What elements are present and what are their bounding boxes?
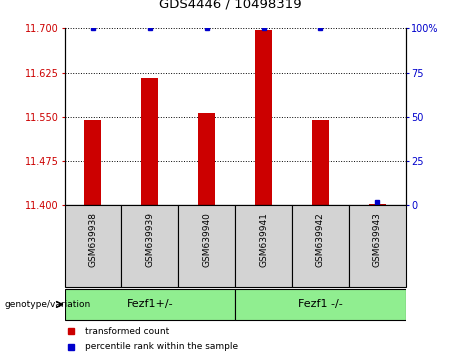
FancyBboxPatch shape bbox=[235, 205, 292, 287]
Text: GSM639940: GSM639940 bbox=[202, 212, 211, 267]
FancyBboxPatch shape bbox=[65, 289, 235, 320]
FancyBboxPatch shape bbox=[65, 205, 121, 287]
Text: transformed count: transformed count bbox=[85, 326, 169, 336]
Text: percentile rank within the sample: percentile rank within the sample bbox=[85, 342, 238, 352]
Text: Fezf1+/-: Fezf1+/- bbox=[126, 299, 173, 309]
Bar bbox=[198, 113, 215, 205]
FancyBboxPatch shape bbox=[235, 289, 406, 320]
Text: GSM639941: GSM639941 bbox=[259, 212, 268, 267]
Text: GSM639943: GSM639943 bbox=[373, 212, 382, 267]
Bar bbox=[369, 204, 386, 205]
FancyBboxPatch shape bbox=[178, 205, 235, 287]
Bar bbox=[84, 120, 101, 205]
Bar bbox=[255, 30, 272, 205]
Text: Fezf1 -/-: Fezf1 -/- bbox=[298, 299, 343, 309]
Text: GDS4446 / 10498319: GDS4446 / 10498319 bbox=[159, 0, 302, 11]
FancyBboxPatch shape bbox=[121, 205, 178, 287]
FancyBboxPatch shape bbox=[292, 205, 349, 287]
FancyBboxPatch shape bbox=[349, 205, 406, 287]
Bar bbox=[142, 79, 159, 205]
Text: GSM639939: GSM639939 bbox=[145, 212, 154, 267]
Bar bbox=[312, 120, 329, 205]
Text: genotype/variation: genotype/variation bbox=[5, 300, 91, 309]
Text: GSM639942: GSM639942 bbox=[316, 212, 325, 267]
Text: GSM639938: GSM639938 bbox=[89, 212, 97, 267]
